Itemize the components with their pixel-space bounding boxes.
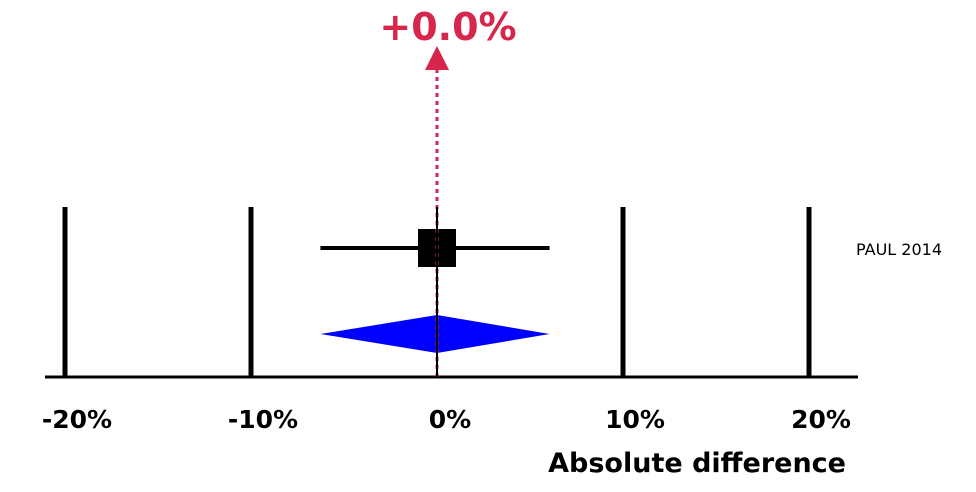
x-tick-label-3: 10% <box>605 405 665 434</box>
x-axis-title: Absolute difference <box>548 448 846 479</box>
x-tick-label-2: 0% <box>429 405 471 434</box>
x-tick-label-1: -10% <box>228 405 298 434</box>
x-axis-tick-labels: -20% -10% 0% 10% 20% <box>42 405 851 434</box>
vertical-gridlines <box>62 207 812 377</box>
study-label: PAUL 2014 <box>856 240 942 259</box>
x-tick-label-4: 20% <box>791 405 851 434</box>
pooled-estimate-label: +0.0% <box>379 5 516 49</box>
pooled-estimate-diamond <box>320 315 550 353</box>
x-tick-label-0: -20% <box>42 405 112 434</box>
